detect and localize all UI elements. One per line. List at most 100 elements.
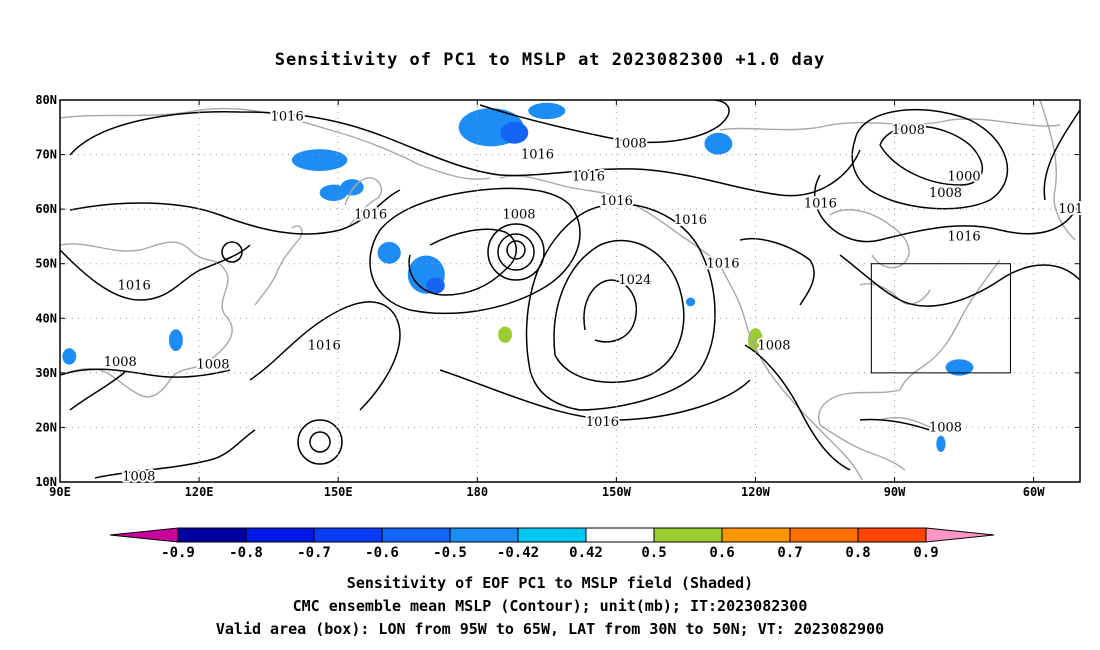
colorbar-box — [381, 527, 451, 543]
contour-label: 1016 — [308, 339, 341, 354]
contour-label: 1008 — [122, 470, 155, 485]
contour-label: 1016 — [271, 109, 304, 124]
colorbar-level-label: 0.6 — [709, 545, 734, 561]
coastline-siberia-north — [60, 107, 491, 180]
y-tick-label: 80N — [35, 93, 57, 107]
contour-label: 1016 — [948, 229, 981, 244]
shade-blob — [704, 132, 733, 155]
contour-label: 1016 — [572, 169, 605, 184]
colorbar-right-arrow — [925, 527, 995, 543]
colorbar-box — [245, 527, 315, 543]
x-tick-label: 90W — [884, 485, 906, 499]
colorbar-level-label: -0.42 — [497, 545, 539, 561]
coastline-north-america-west — [719, 264, 863, 481]
contour-low-inner-2 — [497, 233, 535, 271]
coastlines — [60, 100, 1076, 481]
contour-label: 1016 — [804, 197, 837, 212]
colorbar-box — [721, 527, 791, 543]
y-tick-label: 30N — [35, 366, 57, 380]
shade-blob — [723, 264, 733, 274]
x-tick-label: 90E — [49, 485, 71, 499]
contour-label: 1016 — [706, 257, 739, 272]
x-tick-label: 120W — [741, 485, 771, 499]
y-tick-label: 50N — [35, 257, 57, 271]
footer-line-1: Sensitivity of EOF PC1 to MSLP field (Sh… — [346, 574, 754, 592]
contour-label: 1016 — [674, 213, 707, 228]
contour-label: 1008 — [757, 339, 790, 354]
coastline-hudson-bay — [829, 209, 910, 269]
contour-label: 1016 — [586, 415, 619, 430]
plot-border — [59, 99, 1081, 483]
shade-blob — [866, 244, 886, 251]
contour-pacific-high-1020 — [553, 239, 685, 384]
colorbar-level-label: 0.42 — [569, 545, 603, 561]
contour-aleutian-1008 — [408, 228, 517, 296]
shade-blob — [500, 121, 529, 144]
x-tick-label: 150W — [602, 485, 632, 499]
contour-1008-arctic — [479, 100, 730, 144]
y-tick-label: 10N — [35, 475, 57, 489]
shade-blob — [28, 127, 56, 143]
map-frame — [59, 99, 1081, 483]
coastline-kamchatka — [344, 177, 382, 226]
contour-label: 1016 — [118, 279, 151, 294]
shade-blob — [945, 359, 974, 376]
contour-label: 1008 — [104, 355, 137, 370]
contour-label: 1016 — [521, 148, 554, 163]
contour-label: 1008 — [929, 186, 962, 201]
coastline-caribbean — [879, 416, 961, 433]
contour-1008-mexico — [744, 344, 851, 471]
coastline-greenland — [1039, 100, 1076, 241]
y-tick-label: 60N — [35, 202, 57, 216]
colorbar-box — [857, 527, 927, 543]
contour-pacific-high-1016 — [525, 203, 716, 411]
contour-label: 1008 — [614, 137, 647, 152]
coastline-central-america — [819, 424, 906, 471]
x-tick-label: 120E — [185, 485, 214, 499]
contour-1016-west — [60, 244, 251, 301]
x-tick-label: 180 — [466, 485, 488, 499]
colorbar-box — [585, 527, 655, 543]
colorbar-level-label: -0.5 — [433, 545, 467, 561]
shade-blob — [62, 348, 77, 365]
x-tick-label: 60W — [1023, 485, 1045, 499]
valid-area-box — [870, 263, 1011, 374]
contour-1016-north — [69, 111, 861, 197]
y-tick-label: 40N — [35, 311, 57, 325]
contour-pacific-high-1024 — [583, 279, 637, 343]
contour-1008-gulf — [859, 418, 931, 431]
contour-1016-canada — [813, 174, 1080, 243]
shade-blob — [498, 326, 513, 343]
contour-western-pacific-low — [297, 419, 343, 465]
contour-label: 1024 — [618, 273, 651, 288]
chart-title: Sensitivity of PC1 to MSLP at 2023082300… — [274, 50, 826, 70]
colorbar-level-label: -0.8 — [229, 545, 263, 561]
contour-low-inner-3 — [506, 240, 526, 260]
shade-blob — [426, 277, 445, 294]
contour-1016-us — [839, 254, 1080, 307]
coastline-us-east — [899, 259, 1001, 391]
contour-label: 1008 — [929, 420, 962, 435]
contour-1016-east — [1043, 109, 1080, 201]
contour-label: 1000 — [948, 169, 981, 184]
x-tick-label: 150E — [324, 485, 353, 499]
contour-1008-asia — [60, 368, 231, 378]
contour-1008-south-asia — [69, 371, 126, 411]
colorbar-level-label: 0.7 — [777, 545, 802, 561]
y-tick-label: 20N — [35, 420, 57, 434]
contour-label: 101 — [1058, 202, 1083, 217]
shade-blob — [377, 241, 401, 264]
colorbar-level-label: -0.7 — [297, 545, 331, 561]
contour-label: 1016 — [600, 194, 633, 209]
colorbar: -0.9 -0.8 -0.7 -0.6 -0.5 -0.42 0.42 0.5 0.6 0.7 0.… — [109, 527, 995, 561]
contour-label: 1008 — [892, 123, 925, 138]
contour-rockies — [739, 238, 815, 306]
colorbar-level-label: 0.5 — [641, 545, 666, 561]
contour-label: 1008 — [196, 358, 229, 373]
contour-subtropical-1016 — [439, 369, 751, 421]
coastline-asia-east — [60, 241, 233, 398]
contour-labels: 1016 1016 1008 1016 1016 1016 1008 1016 1016 1008… — [102, 107, 1085, 486]
coastline-gulf-mexico — [818, 389, 901, 426]
footer-line-3: Valid area (box): LON from 95W to 65W, L… — [215, 620, 885, 638]
